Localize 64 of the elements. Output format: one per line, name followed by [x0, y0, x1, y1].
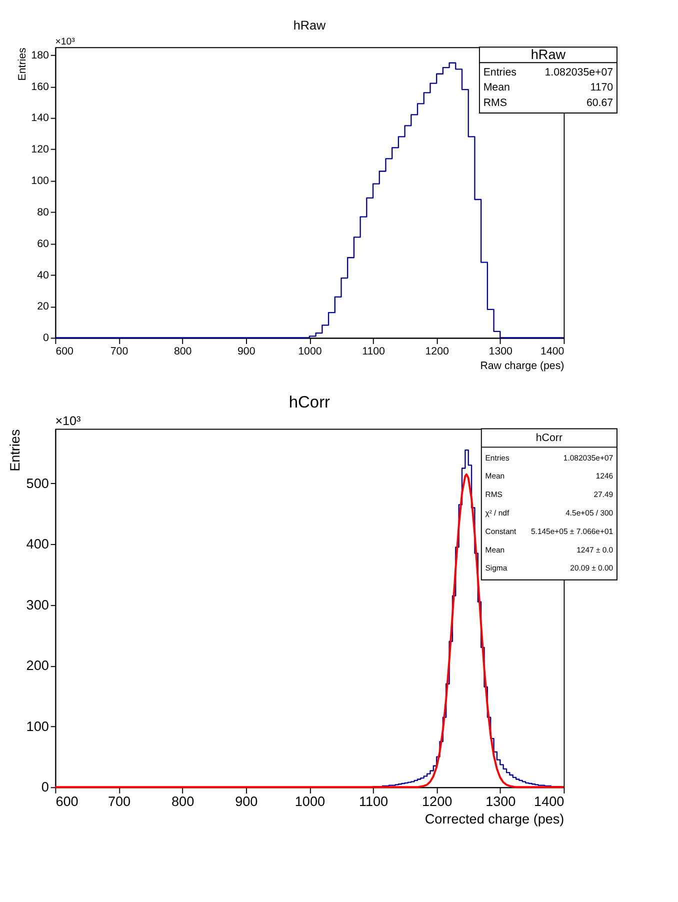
y-axis-title: Entries	[16, 48, 28, 81]
x-tick-label: 1300	[486, 794, 516, 810]
text: 1246	[596, 472, 614, 481]
text: 27.49	[594, 490, 614, 500]
x-tick-label: 900	[235, 794, 258, 810]
y-tick-label: 300	[26, 597, 49, 612]
chart-title: hCorr	[288, 393, 331, 412]
text: 60.67	[586, 97, 614, 110]
annotation: χ² / ndf	[485, 508, 510, 518]
text: ×10³	[55, 36, 76, 48]
annotation: Entries	[485, 453, 510, 462]
x-tick-label: 700	[110, 346, 128, 358]
annotation: 1.082035e+07	[544, 66, 614, 78]
y-tick-label: 140	[31, 112, 49, 124]
annotation: 5.145e+05 ± 7.066e+01	[530, 526, 614, 536]
text: 1247 ± 0.0	[576, 545, 614, 554]
y-tick-label: 100	[26, 718, 49, 734]
y-tick-label: 40	[37, 269, 49, 282]
x-tick-label: 1100	[358, 794, 388, 810]
annotation: Mean	[485, 545, 505, 554]
annotation: hRaw	[530, 46, 566, 62]
x-tick-label: 800	[172, 794, 194, 810]
y-tick-label: 200	[26, 658, 49, 674]
annotation: 1.082035e+07	[563, 453, 614, 462]
annotation: RMS	[483, 97, 507, 110]
text: 1170	[590, 82, 614, 94]
y-tick-label: 80	[37, 206, 49, 218]
x-tick-label: 1000	[298, 346, 322, 358]
annotation: Entries	[483, 66, 516, 78]
annotation: Mean	[485, 472, 505, 481]
chart-title: hRaw	[293, 18, 326, 33]
text: 20.09 ± 0.00	[570, 564, 614, 573]
y-tick-label: 0	[42, 332, 49, 344]
x-tick-label: 900	[238, 346, 256, 358]
y-tick-label: 120	[31, 144, 49, 156]
annotation: hCorr	[536, 432, 563, 444]
y-tick-label: 0	[41, 780, 49, 795]
y-axis-title: Entries	[8, 429, 23, 472]
x-tick-label: 600	[56, 346, 74, 358]
text: 4.5e+05 / 300	[566, 508, 614, 518]
y-tick-label: 100	[31, 175, 49, 188]
y-tick-label: 500	[26, 476, 49, 491]
annotation: Constant	[485, 526, 518, 536]
x-tick-label: 1300	[488, 346, 513, 358]
x-tick-label: 1000	[294, 794, 326, 810]
x-axis-title: Corrected charge (pes)	[424, 811, 564, 826]
x-tick-label: 700	[108, 794, 131, 810]
y-tick-label: 60	[37, 238, 49, 250]
annotation: Mean	[483, 82, 510, 94]
y-tick-label: 20	[37, 300, 49, 313]
x-axis-title: Raw charge (pes)	[480, 360, 564, 372]
x-tick-label: 1100	[362, 346, 386, 358]
x-tick-label: 1200	[425, 346, 449, 358]
x-tick-label: 1200	[422, 794, 452, 810]
x-tick-label: 600	[56, 794, 78, 810]
x-tick-label: 800	[174, 346, 192, 358]
annotation: RMS	[485, 490, 502, 500]
y-tick-label: 400	[26, 536, 49, 552]
annotation: Sigma	[485, 564, 508, 573]
x-tick-label: 1400	[540, 346, 564, 358]
y-tick-label: 180	[31, 49, 49, 62]
y-tick-label: 160	[31, 80, 49, 93]
text: ×10³	[55, 414, 81, 428]
x-tick-label: 1400	[534, 794, 564, 810]
